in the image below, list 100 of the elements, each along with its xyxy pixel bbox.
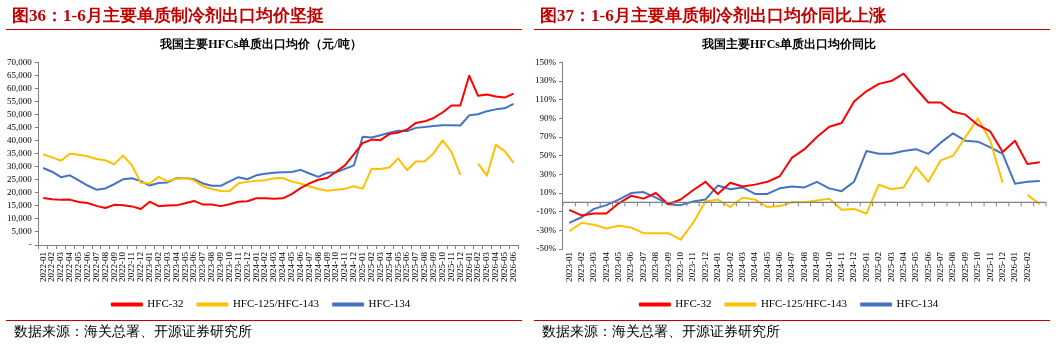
y-tick-label: 65,000	[7, 69, 33, 80]
x-tick-label: 2025-08	[419, 251, 430, 282]
legend-label: HFC-125/HFC-143	[760, 297, 848, 310]
x-tick-label: 2025-06	[401, 251, 412, 282]
x-tick-label: 2024-04	[277, 251, 288, 282]
x-tick-label: 2024-12	[848, 252, 859, 282]
x-tick-label: 2023-05	[613, 251, 624, 282]
chart-subtitle: 我国主要HFCs单质出口均价（元/吨）	[159, 37, 362, 52]
x-tick-label: 2025-12	[997, 252, 1008, 282]
x-tick-label: 2023-02	[575, 252, 586, 282]
x-tick-label: 2024-11	[339, 252, 350, 282]
x-tick-label: 2024-02	[259, 252, 270, 282]
legend-label: HFC-134	[896, 297, 939, 310]
x-tick-label: 2025-07	[935, 251, 946, 282]
legend-label: HFC-32	[675, 297, 712, 310]
x-tick-label: 2024-01	[712, 252, 723, 282]
x-tick-label: 2025-03	[374, 251, 385, 282]
chart-title: 图37：1-6月主要单质制冷剂出口均价同比上涨	[534, 0, 1050, 30]
x-tick-label: 2023-08	[650, 251, 661, 282]
x-tick-label: 2024-11	[836, 252, 847, 282]
y-tick-label: 40,000	[7, 135, 33, 146]
x-tick-label: 2026-01	[463, 252, 474, 282]
x-tick-label: 2023-12	[699, 252, 710, 282]
y-tick-label: 5,000	[11, 226, 33, 237]
x-tick-label: 2023-08	[206, 251, 217, 282]
x-tick-label: 2023-06	[188, 251, 199, 282]
legend-label: HFC-134	[368, 297, 411, 310]
x-tick-label: 2025-11	[984, 252, 995, 282]
chart-title: 图36：1-6月主要单质制冷剂出口均价坚挺	[6, 0, 522, 30]
x-tick-label: 2023-03	[588, 251, 599, 282]
legend-label: HFC-32	[147, 297, 184, 310]
source-note: 数据来源：海关总署、开源证券研究所	[534, 320, 1050, 343]
y-tick-label: 20,000	[7, 187, 33, 198]
x-tick-label: 2025-07	[410, 251, 421, 282]
y-tick-label: 15,000	[7, 200, 33, 211]
x-tick-label: 2026-02	[1021, 252, 1032, 282]
x-tick-label: 2024-08	[312, 251, 323, 282]
x-tick-label: 2022-06	[81, 251, 92, 282]
x-tick-label: 2025-09	[959, 251, 970, 282]
y-tick-label: 50,000	[7, 108, 33, 119]
x-tick-label: 2025-01	[860, 252, 871, 282]
x-tick-label: 2023-07	[197, 251, 208, 282]
x-tick-label: 2024-09	[321, 251, 332, 282]
x-tick-label: 2024-07	[303, 251, 314, 282]
x-tick-label: 2025-10	[436, 251, 447, 282]
x-tick-label: 2023-09	[215, 251, 226, 282]
x-tick-label: 2022-10	[117, 251, 128, 282]
x-tick-label: 2025-03	[885, 251, 896, 282]
x-tick-label: 2024-05	[286, 251, 297, 282]
x-tick-label: 2022-01	[37, 252, 48, 282]
x-tick-label: 2022-08	[99, 251, 110, 282]
x-tick-label: 2025-02	[873, 252, 884, 282]
y-tick-label: -50%	[536, 243, 557, 254]
x-tick-label: 2025-04	[897, 251, 908, 282]
x-tick-label: 2023-03	[161, 251, 172, 282]
x-tick-label: 2023-11	[687, 252, 698, 282]
x-tick-label: 2026-06	[507, 251, 518, 282]
x-tick-label: 2022-07	[90, 251, 101, 282]
x-tick-label: 2023-01	[144, 252, 155, 282]
y-tick-label: 35,000	[7, 148, 33, 159]
chart-subtitle: 我国主要HFCs单质出口均价同比	[701, 37, 876, 52]
x-tick-label: 2023-12	[241, 252, 252, 282]
y-tick-label: 110%	[535, 94, 557, 105]
x-tick-label: 2023-10	[675, 251, 686, 282]
y-tick-label: -30%	[536, 224, 557, 235]
x-tick-label: 2023-05	[179, 251, 190, 282]
x-tick-label: 2022-09	[108, 251, 119, 282]
y-tick-label: 10,000	[7, 213, 33, 224]
x-tick-label: 2022-11	[126, 252, 137, 282]
y-tick-label: -	[28, 239, 32, 250]
y-tick-label: 150%	[535, 56, 557, 67]
x-tick-label: 2024-01	[250, 252, 261, 282]
y-tick-label: 70,000	[7, 56, 33, 67]
x-tick-label: 2024-02	[724, 252, 735, 282]
x-tick-label: 2026-01	[1009, 252, 1020, 282]
x-tick-label: 2026-04	[490, 251, 501, 282]
y-tick-label: 50%	[539, 150, 557, 161]
x-tick-label: 2023-02	[152, 252, 163, 282]
x-tick-label: 2025-11	[445, 252, 456, 282]
x-tick-label: 2023-04	[170, 251, 181, 282]
x-tick-label: 2026-02	[472, 252, 483, 282]
x-tick-label: 2022-03	[55, 251, 66, 282]
x-tick-label: 2023-01	[563, 252, 574, 282]
x-tick-label: 2022-12	[135, 252, 146, 282]
x-tick-label: 2022-05	[73, 251, 84, 282]
legend-label: HFC-125/HFC-143	[232, 297, 320, 310]
x-tick-label: 2024-10	[330, 251, 341, 282]
y-tick-label: 90%	[539, 112, 557, 123]
x-tick-label: 2025-01	[357, 252, 368, 282]
x-tick-label: 2024-06	[774, 251, 785, 282]
x-tick-label: 2023-07	[637, 251, 648, 282]
y-tick-label: 130%	[535, 75, 557, 86]
x-tick-label: 2025-05	[910, 251, 921, 282]
x-tick-label: 2024-10	[823, 251, 834, 282]
x-tick-label: 2025-06	[922, 251, 933, 282]
x-tick-label: 2022-02	[46, 252, 57, 282]
y-tick-label: 30,000	[7, 161, 33, 172]
x-tick-label: 2024-07	[786, 251, 797, 282]
y-tick-label: 10%	[539, 187, 557, 198]
y-tick-label: 45,000	[7, 121, 33, 132]
